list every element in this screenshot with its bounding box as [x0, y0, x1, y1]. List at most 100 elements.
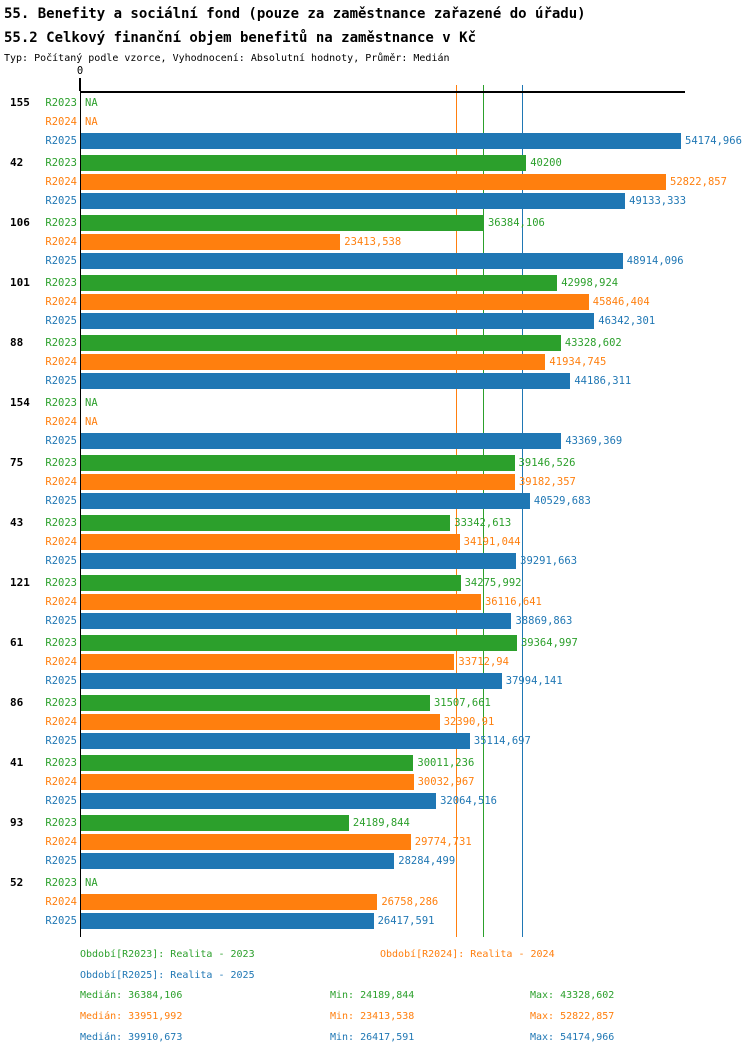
value-label: 26758,286: [381, 895, 439, 908]
bar-area: NA: [81, 112, 750, 131]
bar-R2025: [81, 733, 470, 750]
value-label: 34275,992: [464, 576, 522, 589]
bar-row: R2023 42998,924: [0, 273, 750, 292]
period-label: R2025: [45, 615, 77, 628]
bar-area: 36384,106: [81, 213, 750, 232]
bar-row: R2023 39364,997: [0, 633, 750, 652]
stat-value: 23413,538: [360, 1011, 415, 1023]
period-label: R2025: [45, 375, 77, 388]
bar-area: 39182,357: [81, 472, 750, 491]
value-label: 40200: [530, 156, 562, 169]
bar-area: 40200: [81, 153, 750, 172]
value-label: 42998,924: [561, 276, 619, 289]
bar-area: 34191,044: [81, 532, 750, 551]
value-label: 36116,641: [484, 595, 542, 608]
bar-group-88: 88 R2023 43328,602 R2024 41934,745 R2025 44186…: [0, 333, 750, 393]
group-label: 42: [10, 156, 24, 169]
bar-R2024: [81, 473, 515, 490]
bar-R2025: [81, 313, 595, 330]
bar-row: R2025 28284,499: [0, 852, 750, 871]
period-label: R2023: [45, 216, 77, 229]
bar-area: 29774,731: [81, 832, 750, 851]
stat-label: Max:: [530, 1011, 555, 1023]
stat-item: Min: 24189,844: [330, 986, 414, 1007]
bar-area: 52822,857: [81, 172, 750, 191]
bar-R2024: [81, 773, 414, 790]
bar-R2023: [81, 574, 461, 591]
bar-group-101: 101 R2023 42998,924 R2024 45846,404 R2025 4634…: [0, 273, 750, 333]
bar-row: R2025 46342,301: [0, 312, 750, 331]
axis-zero-label: 0: [76, 65, 84, 77]
stat-value: 52822,857: [560, 1011, 615, 1023]
bar-row: R2025 37994,141: [0, 672, 750, 691]
stat-value: 26417,591: [360, 1031, 415, 1043]
period-label: R2025: [45, 435, 77, 448]
bar-R2024: [81, 653, 455, 670]
stat-label: Max:: [530, 990, 555, 1002]
bar-group-42: 42 R2023 40200 R2024 52822,857 R2025 49133,333: [0, 153, 750, 213]
report-meta: Typ: Počítaný podle vzorce, Vyhodnocení:…: [4, 53, 450, 64]
bar-row: R2023 30011,236: [0, 753, 750, 772]
bar-area: 32064,516: [81, 792, 750, 811]
period-label: R2024: [45, 475, 77, 488]
period-label: R2024: [45, 895, 77, 908]
period-label: R2024: [45, 295, 77, 308]
group-label: 93: [10, 816, 24, 829]
bar-R2025: [81, 613, 512, 630]
bar-R2025: [81, 253, 623, 270]
period-label: R2025: [45, 315, 77, 328]
bar-row: R2025 26417,591: [0, 912, 750, 931]
bar-row: R2025 39291,663: [0, 552, 750, 571]
bar-area: 37994,141: [81, 672, 750, 691]
bar-area: 30032,967: [81, 772, 750, 791]
legend-row: Období[R2025]: Realita - 2025: [0, 966, 750, 987]
bar-area: 43369,369: [81, 432, 750, 451]
stats-summary: Medián: 36384,106 Min: 24189,844 Max: 43328,6…: [0, 986, 750, 1048]
bar-group-106: 106 R2023 36384,106 R2024 23413,538 R2025 4891…: [0, 213, 750, 273]
bar-row: R2025 40529,683: [0, 492, 750, 511]
bar-R2023: [81, 814, 349, 831]
bar-area: 28284,499: [81, 852, 750, 871]
report-title: 55. Benefity a sociální fond (pouze za z…: [4, 6, 586, 22]
x-axis-line: [80, 91, 685, 93]
stat-label: Min:: [330, 990, 355, 1002]
value-label: 24189,844: [352, 816, 410, 829]
bar-R2023: [81, 634, 517, 651]
period-label: R2025: [45, 675, 77, 688]
na-label: NA: [85, 415, 98, 428]
bar-R2024: [81, 533, 460, 550]
stat-item: Medián: 33951,992: [80, 1007, 182, 1028]
bar-group-41: 41 R2023 30011,236 R2024 30032,967 R2025 32064…: [0, 753, 750, 813]
bar-row: R2024 36116,641: [0, 592, 750, 611]
value-label: 40529,683: [533, 495, 591, 508]
bar-row: R2024 30032,967: [0, 772, 750, 791]
period-label: R2023: [45, 456, 77, 469]
bar-area: 45846,404: [81, 292, 750, 311]
bar-row: R2023 34275,992: [0, 573, 750, 592]
value-label: 37994,141: [505, 675, 563, 688]
bar-R2024: [81, 293, 589, 310]
value-label: 33712,94: [458, 655, 509, 668]
stat-item: Max: 52822,857: [530, 1007, 614, 1028]
bar-area: 48914,096: [81, 252, 750, 271]
period-label: R2023: [45, 516, 77, 529]
bar-row: R2025 48914,096: [0, 252, 750, 271]
period-label: R2023: [45, 156, 77, 169]
bar-area: 49133,333: [81, 192, 750, 211]
period-label: R2023: [45, 336, 77, 349]
value-label: 43369,369: [565, 435, 623, 448]
group-label: 155: [10, 96, 30, 109]
group-label: 88: [10, 336, 24, 349]
stat-item: Min: 23413,538: [330, 1007, 414, 1028]
bar-area: 36116,641: [81, 592, 750, 611]
grouped-bar-chart: 0 155 R2023 NA R2024 NA R2025 54174,966 42 R2023…: [0, 65, 750, 937]
bar-row: R2024 45846,404: [0, 292, 750, 311]
bar-row: R2025 54174,966: [0, 132, 750, 151]
bar-row: R2025 49133,333: [0, 192, 750, 211]
legend-item: Období[R2025]: Realita - 2025: [80, 969, 255, 981]
stat-label: Min:: [330, 1031, 355, 1043]
zero-baseline: [79, 91, 81, 937]
stat-label: Medián:: [80, 990, 123, 1002]
period-label: R2024: [45, 535, 77, 548]
